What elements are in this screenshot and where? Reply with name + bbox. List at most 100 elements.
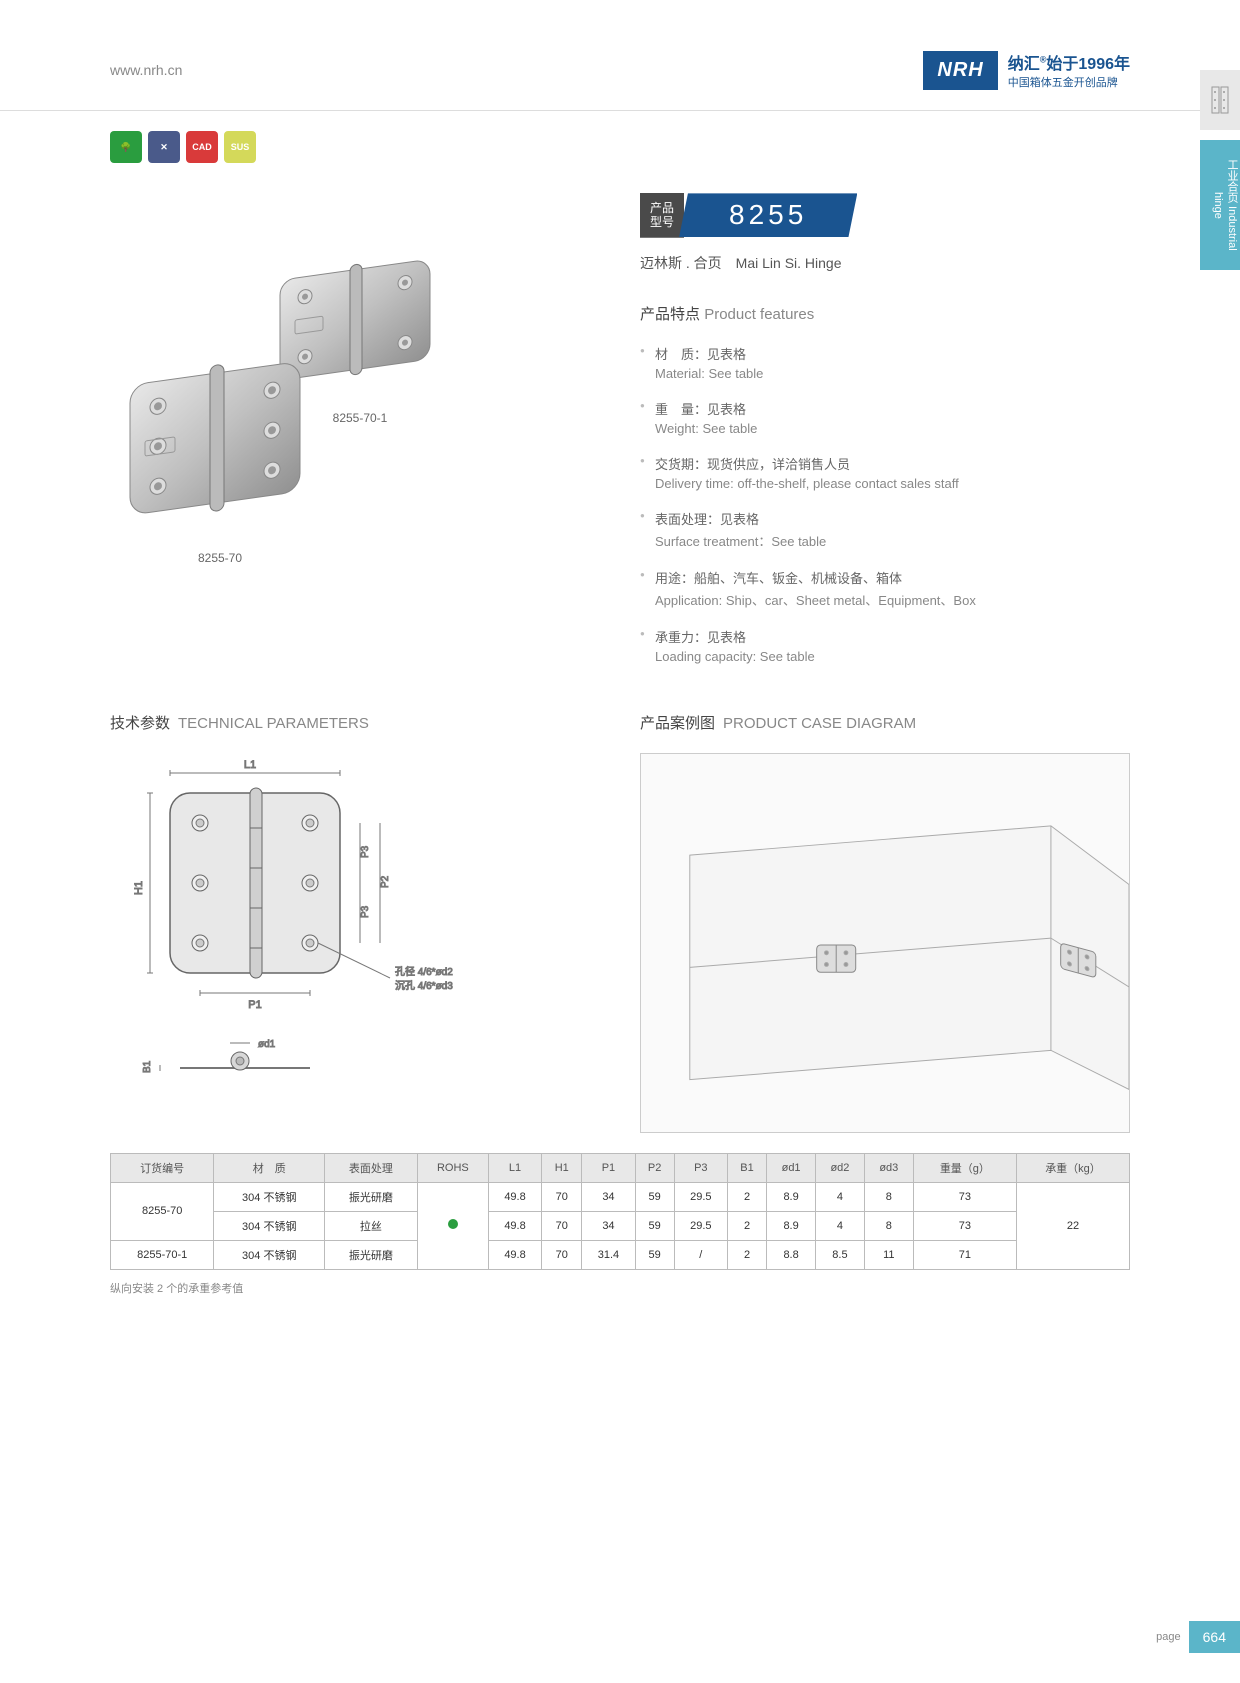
brand-name: 纳汇®始于1996年 <box>1008 50 1130 74</box>
table-footnote: 纵向安装 2 个的承重参考值 <box>0 1280 1240 1296</box>
feature-item: 用途：船舶、汽车、钣金、机械设备、箱体 Application: Ship、car… <box>640 568 1130 609</box>
feature-item: 材 质：见表格Material: See table <box>640 344 1130 381</box>
table-cell: 59 <box>635 1211 674 1240</box>
features-list: 材 质：见表格Material: See table 重 量：见表格 Weight:… <box>640 344 1130 664</box>
table-header-cell: 表面处理 <box>325 1153 418 1182</box>
product-number-badge: 产品 型号 8255 <box>640 193 1130 238</box>
table-cell: 11 <box>864 1240 913 1269</box>
case-diagram-heading: 产品案例图PRODUCT CASE DIAGRAM <box>640 682 1130 753</box>
table-header-cell: ød2 <box>816 1153 865 1182</box>
feature-cn: 承重力：见表格 <box>655 627 1130 646</box>
svg-text:P1: P1 <box>248 999 261 1011</box>
table-header-cell: 订货编号 <box>111 1153 214 1182</box>
table-cell: 8.8 <box>767 1240 816 1269</box>
product-image-1: 8255-70 <box>110 343 330 565</box>
case-diagram-section: 产品案例图PRODUCT CASE DIAGRAM <box>640 682 1130 1133</box>
table-cell: 73 <box>913 1182 1016 1211</box>
brand-subtitle: 中国箱体五金开创品牌 <box>1008 74 1130 90</box>
feature-en: Application: Ship、car、Sheet metal、Equipm… <box>655 590 1130 609</box>
product-info-column: 产品 型号 8255 迈林斯 . 合页 Mai Lin Si. Hinge 产品… <box>640 183 1130 682</box>
table-cell: 2 <box>727 1182 766 1211</box>
table-header-cell: ød3 <box>864 1153 913 1182</box>
feature-en: Delivery time: off-the-shelf, please con… <box>655 476 1130 491</box>
feature-en: Loading capacity: See table <box>655 649 1130 664</box>
svg-text:B1: B1 <box>142 1060 153 1073</box>
cert-badge: 🌳 <box>110 131 142 163</box>
table-cell: 59 <box>635 1240 674 1269</box>
page-number: page 664 <box>1156 1621 1240 1653</box>
table-cell <box>417 1182 488 1269</box>
table-header-cell: P1 <box>582 1153 635 1182</box>
table-header-cell: P3 <box>674 1153 727 1182</box>
feature-cn: 材 质：见表格 <box>655 344 1130 363</box>
table-cell: 8255-70 <box>111 1182 214 1240</box>
table-header-cell: ROHS <box>417 1153 488 1182</box>
feature-cn: 表面处理：见表格 <box>655 509 1130 528</box>
feature-item: 交货期：现货供应，详洽销售人员 Delivery time: off-the-sh… <box>640 454 1130 491</box>
table-cell: 70 <box>542 1240 582 1269</box>
table-cell: 49.8 <box>488 1182 541 1211</box>
table-cell: 29.5 <box>674 1182 727 1211</box>
product-label-1: 8255-70 <box>110 551 330 565</box>
table-cell: 振光研磨 <box>325 1182 418 1211</box>
table-cell: 304 不锈钢 <box>214 1211 325 1240</box>
table-header-cell: L1 <box>488 1153 541 1182</box>
table-cell: 8 <box>864 1211 913 1240</box>
table-cell: 振光研磨 <box>325 1240 418 1269</box>
feature-cn: 重 量：见表格 <box>655 399 1130 418</box>
table-cell: 34 <box>582 1182 635 1211</box>
cert-badge: ✕ <box>148 131 180 163</box>
brand-block: NRH 纳汇®始于1996年 中国箱体五金开创品牌 <box>923 50 1130 90</box>
table-row: 8255-70304 不锈钢振光研磨49.870345929.528.94873… <box>111 1182 1130 1211</box>
table-header-cell: 重量（g） <box>913 1153 1016 1182</box>
svg-text:沉孔 4/6*ød3: 沉孔 4/6*ød3 <box>395 979 453 992</box>
cert-badge: SUS <box>224 131 256 163</box>
product-images-column: 8255-70-1 8255-70 <box>110 183 600 682</box>
table-cell: 8.5 <box>816 1240 865 1269</box>
table-cell: 8.9 <box>767 1211 816 1240</box>
category-side-tab: 工业合页 Industrial hinge <box>1200 140 1240 270</box>
feature-item: 承重力：见表格 Loading capacity: See table <box>640 627 1130 664</box>
feature-cn: 交货期：现货供应，详洽销售人员 <box>655 454 1130 473</box>
features-heading: 产品特点 Product features <box>640 303 1130 324</box>
table-cell: 71 <box>913 1240 1016 1269</box>
product-number-label: 产品 型号 <box>640 193 684 238</box>
feature-en: Surface treatment：See table <box>655 531 1130 550</box>
page-header: www.nrh.cn NRH 纳汇®始于1996年 中国箱体五金开创品牌 <box>0 0 1240 111</box>
feature-item: 表面处理：见表格 Surface treatment：See table <box>640 509 1130 550</box>
table-cell: 70 <box>542 1211 582 1240</box>
certification-badges: 🌳✕CADSUS <box>0 111 1240 183</box>
nrh-logo: NRH <box>923 51 997 90</box>
tech-params-heading: 技术参数TECHNICAL PARAMETERS <box>110 682 600 753</box>
table-cell: 8.9 <box>767 1182 816 1211</box>
product-number-value: 8255 <box>679 193 857 237</box>
table-cell: 59 <box>635 1182 674 1211</box>
table-cell: 29.5 <box>674 1211 727 1240</box>
svg-text:ød1: ød1 <box>258 1039 276 1050</box>
feature-item: 重 量：见表格 Weight: See table <box>640 399 1130 436</box>
page-value: 664 <box>1189 1621 1240 1653</box>
table-cell: 4 <box>816 1182 865 1211</box>
svg-text:P3: P3 <box>360 905 371 918</box>
table-header-cell: P2 <box>635 1153 674 1182</box>
table-cell: 49.8 <box>488 1211 541 1240</box>
cert-badge: CAD <box>186 131 218 163</box>
svg-text:P3: P3 <box>360 845 371 858</box>
table-header-cell: 材 质 <box>214 1153 325 1182</box>
table-cell: 70 <box>542 1182 582 1211</box>
table-cell: 8 <box>864 1182 913 1211</box>
table-header-cell: B1 <box>727 1153 766 1182</box>
table-cell: 拉丝 <box>325 1211 418 1240</box>
feature-en: Weight: See table <box>655 421 1130 436</box>
table-cell: 49.8 <box>488 1240 541 1269</box>
table-cell: 2 <box>727 1240 766 1269</box>
table-cell: 4 <box>816 1211 865 1240</box>
table-cell: 8255-70-1 <box>111 1240 214 1269</box>
table-row: 304 不锈钢拉丝49.870345929.528.94873 <box>111 1211 1130 1240</box>
feature-cn: 用途：船舶、汽车、钣金、机械设备、箱体 <box>655 568 1130 587</box>
table-cell: / <box>674 1240 727 1269</box>
svg-text:H1: H1 <box>133 881 145 895</box>
product-subtitle: 迈林斯 . 合页 Mai Lin Si. Hinge <box>640 253 1130 273</box>
case-diagram-box <box>640 753 1130 1133</box>
svg-text:L1: L1 <box>244 759 256 771</box>
